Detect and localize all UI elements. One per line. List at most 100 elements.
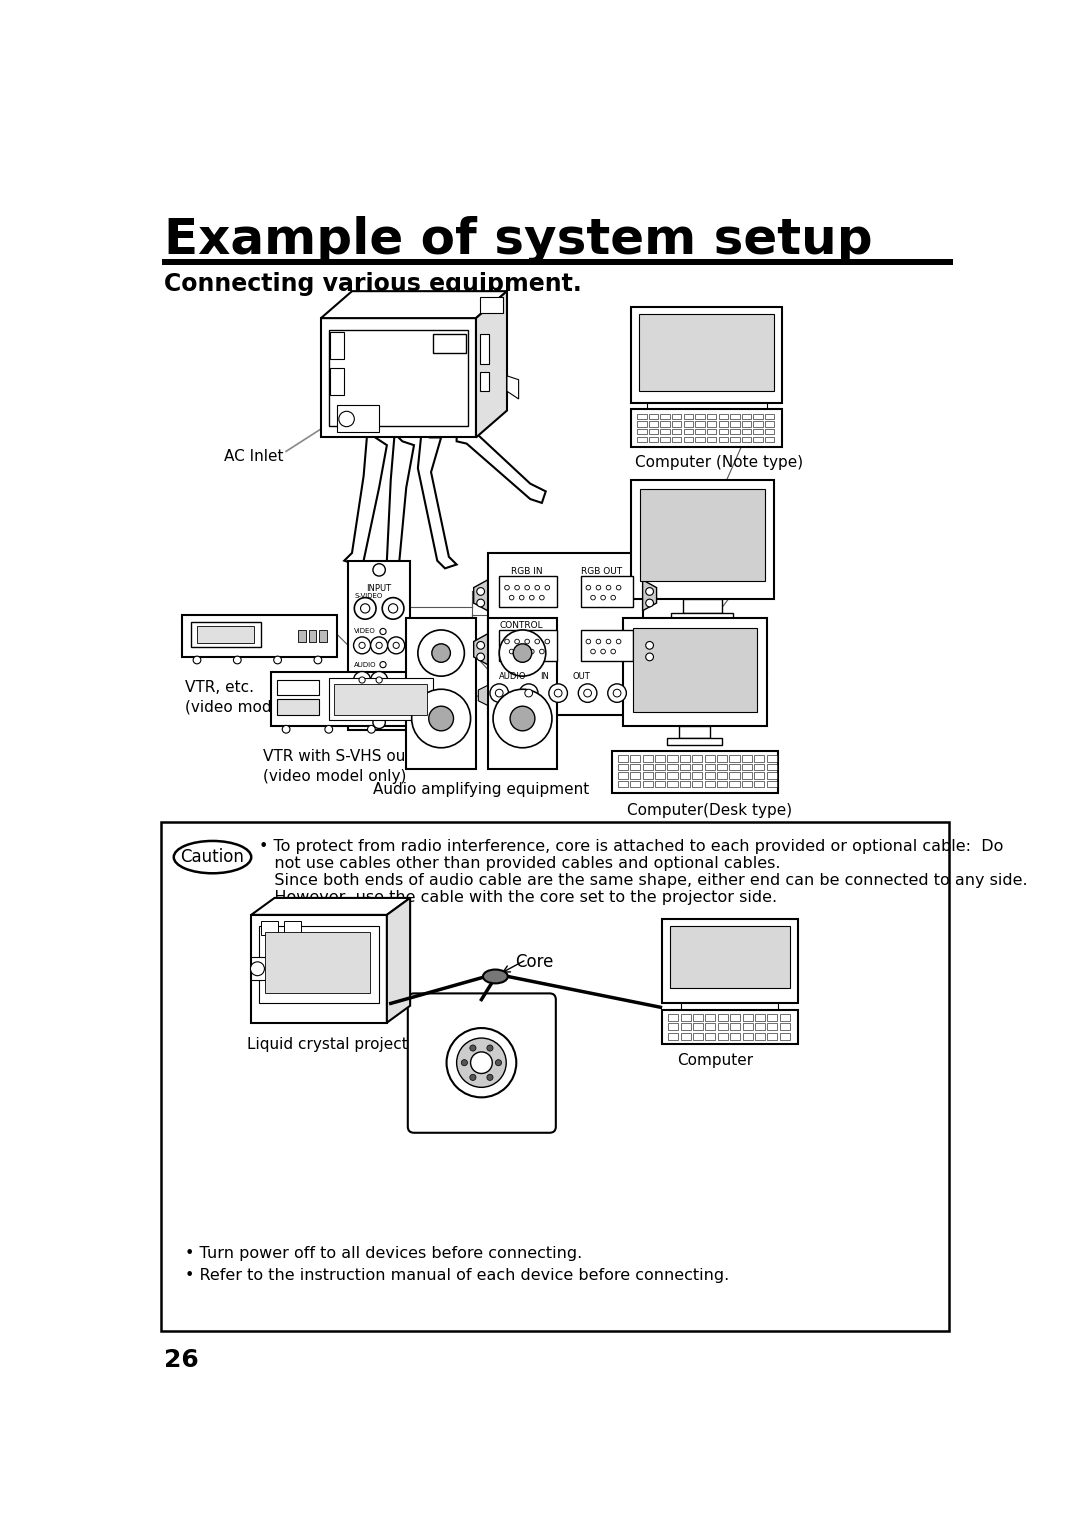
Circle shape — [432, 643, 450, 662]
Bar — [729, 755, 740, 761]
Text: VTR with S-VHS out
(video model only): VTR with S-VHS out (video model only) — [262, 749, 411, 784]
Bar — [643, 755, 652, 761]
Bar — [298, 630, 306, 642]
Bar — [730, 437, 740, 442]
Bar — [252, 915, 387, 1022]
Bar — [181, 614, 337, 657]
Bar — [618, 773, 627, 779]
Bar — [647, 403, 767, 410]
Polygon shape — [345, 429, 387, 564]
Bar — [780, 1015, 789, 1021]
Bar — [667, 781, 677, 787]
Bar — [742, 437, 751, 442]
Polygon shape — [476, 292, 507, 437]
Circle shape — [596, 639, 600, 643]
Circle shape — [515, 585, 519, 590]
Bar — [683, 599, 721, 613]
Text: OUT: OUT — [572, 672, 591, 681]
Circle shape — [578, 685, 597, 703]
Polygon shape — [643, 634, 657, 665]
Bar — [680, 1033, 691, 1039]
Circle shape — [380, 662, 387, 668]
Ellipse shape — [174, 840, 252, 874]
Circle shape — [339, 411, 354, 426]
Circle shape — [510, 596, 514, 601]
Circle shape — [354, 597, 376, 619]
Bar — [661, 429, 670, 434]
Polygon shape — [321, 292, 507, 318]
Circle shape — [476, 588, 485, 596]
Bar — [692, 781, 702, 787]
Polygon shape — [252, 898, 410, 915]
Bar — [717, 764, 727, 770]
Bar — [742, 764, 752, 770]
Circle shape — [499, 630, 545, 677]
Circle shape — [470, 1074, 476, 1080]
Bar — [754, 437, 762, 442]
Bar — [705, 1015, 715, 1021]
Bar — [730, 429, 740, 434]
Circle shape — [545, 639, 550, 643]
Bar — [780, 1024, 789, 1030]
Circle shape — [496, 689, 503, 697]
Text: • To protect from radio interference, core is attached to each provided or optio: • To protect from radio interference, co… — [259, 839, 1003, 854]
Bar — [672, 414, 681, 419]
Circle shape — [487, 1074, 494, 1080]
Bar — [718, 437, 728, 442]
Bar — [640, 489, 765, 582]
Text: CRT Display: CRT Display — [635, 626, 726, 642]
Bar — [729, 764, 740, 770]
Bar — [499, 576, 557, 607]
Bar — [662, 1010, 798, 1044]
Bar — [679, 755, 690, 761]
Ellipse shape — [483, 970, 508, 984]
Text: RGB IN: RGB IN — [511, 567, 542, 576]
Circle shape — [596, 585, 600, 590]
Bar — [266, 932, 369, 993]
Circle shape — [373, 564, 386, 576]
Circle shape — [525, 585, 529, 590]
Bar — [488, 619, 557, 769]
Bar — [330, 368, 345, 396]
Bar — [480, 296, 503, 313]
Bar — [162, 258, 953, 264]
Bar — [667, 764, 677, 770]
Bar — [717, 755, 727, 761]
Circle shape — [370, 637, 388, 654]
Circle shape — [376, 697, 382, 703]
Circle shape — [411, 689, 471, 747]
Bar — [309, 630, 316, 642]
Bar — [191, 622, 260, 646]
Circle shape — [389, 604, 397, 613]
Bar — [767, 781, 777, 787]
Bar — [693, 1033, 703, 1039]
Circle shape — [525, 689, 532, 697]
Bar — [581, 576, 633, 607]
Bar — [768, 1015, 778, 1021]
Bar — [334, 685, 428, 715]
Bar — [637, 414, 647, 419]
Bar — [765, 429, 774, 434]
Circle shape — [487, 1045, 494, 1051]
Text: IN: IN — [540, 672, 550, 681]
Bar — [259, 926, 379, 1004]
Bar — [656, 773, 665, 779]
Circle shape — [519, 685, 538, 703]
Bar — [705, 1033, 715, 1039]
Bar — [743, 1024, 753, 1030]
Bar — [488, 553, 643, 715]
Circle shape — [606, 639, 611, 643]
Bar — [328, 330, 469, 426]
Bar — [670, 926, 789, 989]
Circle shape — [529, 649, 535, 654]
Circle shape — [461, 1059, 468, 1067]
Text: Computer: Computer — [677, 1053, 754, 1068]
Bar — [707, 429, 716, 434]
Bar — [337, 405, 379, 432]
Circle shape — [376, 677, 382, 683]
Circle shape — [617, 639, 621, 643]
Circle shape — [476, 642, 485, 649]
Bar — [649, 429, 658, 434]
Text: Connecting various equipment.: Connecting various equipment. — [164, 272, 582, 296]
Circle shape — [353, 671, 370, 689]
